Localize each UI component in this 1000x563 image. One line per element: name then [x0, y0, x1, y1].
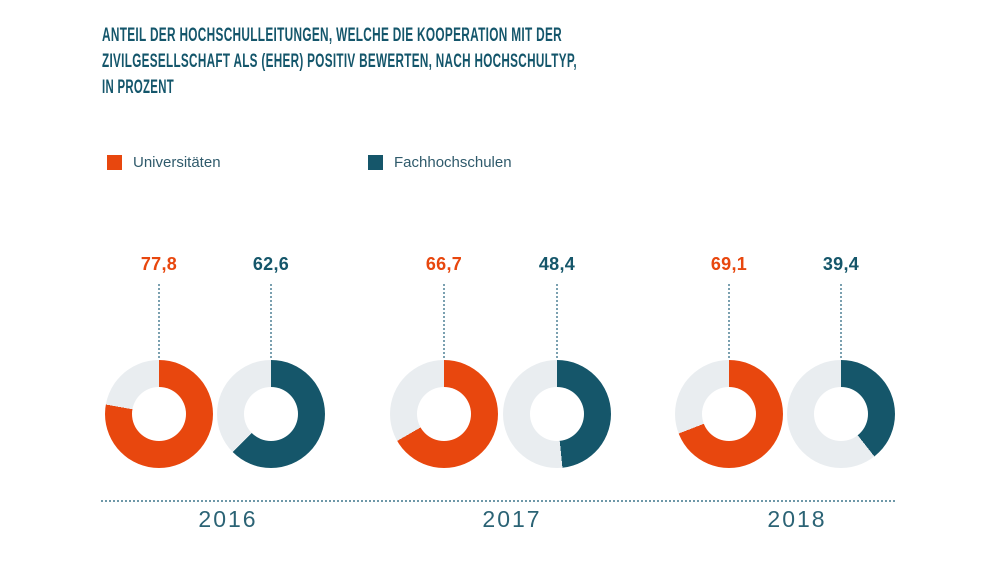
dotted-connector: [443, 284, 445, 358]
legend-item-universitaeten: Universitäten: [107, 154, 221, 171]
donut-chart-fachhochschulen-2016: [217, 360, 325, 468]
donut-hole: [814, 387, 868, 441]
legend-item-fachhochschulen: Fachhochschulen: [368, 154, 512, 171]
dotted-connector: [556, 284, 558, 358]
legend-swatch-fachhochschulen: [368, 155, 383, 170]
donut-hole: [417, 387, 471, 441]
donut-unit-universitaeten-2018: 69,1: [675, 254, 783, 468]
donut-hole: [702, 387, 756, 441]
chart-title-line-2: ZIVILGESELLSCHAFT ALS (EHER) POSITIV BEW…: [102, 51, 577, 72]
year-label-2016: 2016: [198, 506, 258, 532]
year-label-2018: 2018: [767, 506, 827, 532]
dotted-connector: [840, 284, 842, 358]
donut-chart-universitaeten-2017: [390, 360, 498, 468]
donut-unit-fachhochschulen-2017: 48,4: [503, 254, 611, 468]
donut-chart-universitaeten-2018: [675, 360, 783, 468]
donut-unit-fachhochschulen-2016: 62,6: [217, 254, 325, 468]
donut-chart-fachhochschulen-2018: [787, 360, 895, 468]
donut-chart-universitaeten-2016: [105, 360, 213, 468]
value-label-universitaeten-2018: 69,1: [710, 254, 748, 274]
donut-unit-universitaeten-2017: 66,7: [390, 254, 498, 468]
donut-hole: [132, 387, 186, 441]
year-label-2017: 2017: [482, 506, 542, 532]
value-label-fachhochschulen-2018: 39,4: [822, 254, 860, 274]
dotted-connector: [270, 284, 272, 358]
donut-chart-fachhochschulen-2017: [503, 360, 611, 468]
donut-unit-fachhochschulen-2018: 39,4: [787, 254, 895, 468]
chart-title: ANTEIL DER HOCHSCHULLEITUNGEN, WELCHE DI…: [102, 23, 872, 101]
dotted-connector: [728, 284, 730, 358]
value-label-universitaeten-2016: 77,8: [140, 254, 178, 274]
chart-title-line-1: ANTEIL DER HOCHSCHULLEITUNGEN, WELCHE DI…: [102, 25, 562, 46]
legend-label-fachhochschulen: Fachhochschulen: [394, 154, 512, 171]
value-label-universitaeten-2017: 66,7: [425, 254, 463, 274]
donut-hole: [530, 387, 584, 441]
legend-swatch-universitaeten: [107, 155, 122, 170]
legend-label-universitaeten: Universitäten: [133, 154, 221, 171]
donut-unit-universitaeten-2016: 77,8: [105, 254, 213, 468]
donut-hole: [244, 387, 298, 441]
chart-title-line-3: IN PROZENT: [102, 77, 174, 98]
value-label-fachhochschulen-2017: 48,4: [538, 254, 576, 274]
dotted-connector: [158, 284, 160, 358]
axis-baseline-dotted: [101, 500, 895, 502]
value-label-fachhochschulen-2016: 62,6: [252, 254, 290, 274]
